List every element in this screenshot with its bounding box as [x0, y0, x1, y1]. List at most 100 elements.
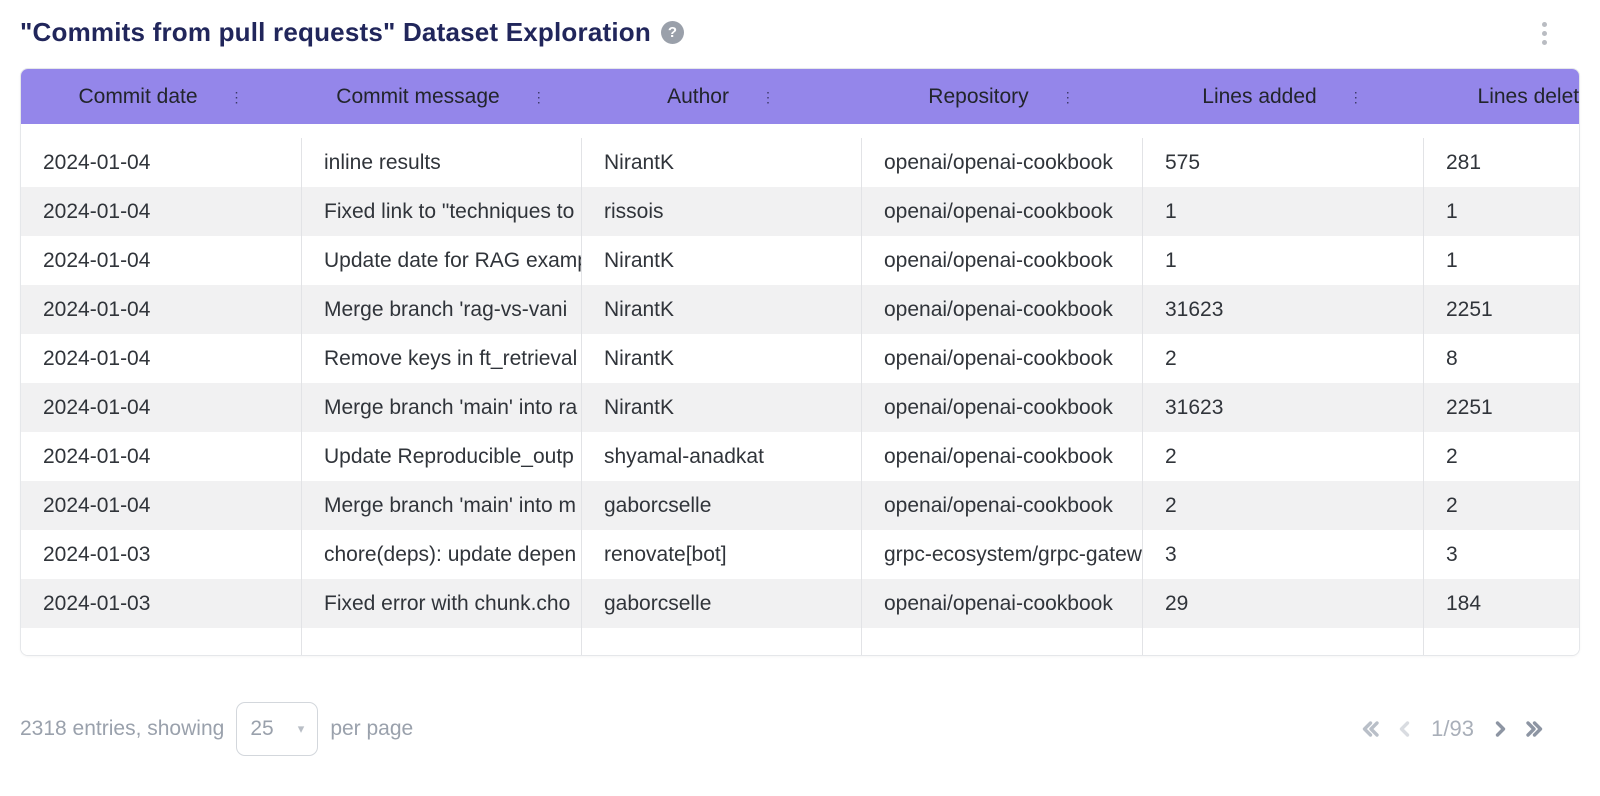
cell-author: renovate[bot] [581, 530, 861, 579]
chevron-down-icon: ▾ [297, 721, 305, 736]
cell-commit-message: Update Reproducible_outp [301, 432, 581, 481]
cell-lines-added: 2 [1142, 334, 1423, 383]
column-header-author[interactable]: Author ⋮ [581, 69, 861, 124]
column-label: Commit message [336, 84, 500, 108]
first-page-icon[interactable] [1357, 716, 1383, 742]
column-menu-icon[interactable]: ⋮ [760, 88, 775, 105]
table-row: 2024-01-04 Fixed link to "techniques to ri… [21, 187, 1579, 236]
cell-repository: openai/openai-cookbook [861, 187, 1142, 236]
column-menu-icon[interactable]: ⋮ [1348, 88, 1363, 105]
entries-summary: 2318 entries, showing 25 ▾ per page [20, 702, 413, 756]
previous-page-icon[interactable] [1392, 716, 1418, 742]
entries-count-text: 2318 entries, showing [20, 717, 225, 740]
table-row: 2024-01-03 Fixed error with chunk.cho gabo… [21, 579, 1579, 628]
cell-author: gaborcselle [581, 579, 861, 628]
column-header-lines-deleted[interactable]: Lines deleted⋮ [1423, 69, 1579, 124]
dataset-table: Commit date ⋮ Commit message ⋮ Author ⋮ Reposi… [20, 68, 1580, 656]
cell-lines-deleted: 184 [1423, 579, 1579, 628]
cell-commit-date: 2024-01-03 [21, 579, 301, 628]
cell-commit-message: Fixed error with chunk.cho [301, 579, 581, 628]
column-header-commit-date[interactable]: Commit date ⋮ [21, 69, 301, 124]
cell-author: NirantK [581, 285, 861, 334]
cell-commit-date: 2024-01-03 [21, 530, 301, 579]
cell-lines-deleted: 2 [1423, 432, 1579, 481]
cell-commit-message: inline results [301, 138, 581, 187]
cell-lines-added: 31623 [1142, 383, 1423, 432]
table-row: 2024-01-04 inline results NirantK openai/op… [21, 138, 1579, 187]
table-row: 2024-01-04 Remove keys in ft_retrieval Nir… [21, 334, 1579, 383]
column-header-lines-added[interactable]: Lines added ⋮ [1142, 69, 1423, 124]
cell-lines-deleted: 281 [1423, 138, 1579, 187]
cell-lines-added: 1 [1142, 236, 1423, 285]
cell-lines-added: 575 [1142, 138, 1423, 187]
table-row: 2024-01-04 Merge branch 'main' into ra Nir… [21, 383, 1579, 432]
column-menu-icon[interactable]: ⋮ [1060, 88, 1075, 105]
column-menu-icon[interactable]: ⋮ [531, 88, 546, 105]
cell-lines-deleted: 2251 [1423, 285, 1579, 334]
cell-author: shyamal-anadkat [581, 432, 861, 481]
cell-repository: openai/openai-cookbook [861, 334, 1142, 383]
cell-repository: openai/openai-cookbook [861, 138, 1142, 187]
column-label: Lines added [1202, 84, 1317, 108]
cell-commit-message: Update date for RAG examp [301, 236, 581, 285]
pagination: 1/93 [1357, 716, 1548, 742]
help-icon[interactable]: ? [660, 21, 684, 44]
cell-lines-added: 2 [1142, 481, 1423, 530]
cell-author: NirantK [581, 383, 861, 432]
cell-lines-deleted: 1 [1423, 187, 1579, 236]
cell-commit-date: 2024-01-04 [21, 383, 301, 432]
table-row: 2024-01-04 Merge branch 'main' into m gabo… [21, 481, 1579, 530]
per-page-label: per page [330, 717, 414, 740]
column-label: Commit date [78, 84, 198, 108]
page-size-value: 25 [250, 717, 274, 740]
cell-commit-message: Merge branch 'main' into ra [301, 383, 581, 432]
column-label: Author [667, 84, 729, 108]
column-label: Repository [928, 84, 1029, 108]
cell-author: NirantK [581, 138, 861, 187]
cell-lines-deleted: 2 [1423, 481, 1579, 530]
cell-author: NirantK [581, 334, 861, 383]
last-page-icon[interactable] [1522, 716, 1548, 742]
page-indicator: 1/93 [1431, 716, 1474, 741]
cell-lines-added: 3 [1142, 530, 1423, 579]
cell-lines-added: 29 [1142, 579, 1423, 628]
page-size-dropdown[interactable]: 25 ▾ [236, 702, 319, 756]
cell-commit-date: 2024-01-04 [21, 481, 301, 530]
cell-commit-message: Merge branch 'rag-vs-vani [301, 285, 581, 334]
cell-commit-message: Fixed link to "techniques to [301, 187, 581, 236]
cell-author: gaborcselle [581, 481, 861, 530]
next-page-icon[interactable] [1487, 716, 1513, 742]
page-header: "Commits from pull requests" Dataset Exp… [0, 0, 1600, 62]
table-row: 2024-01-04 Merge branch 'rag-vs-vani Niran… [21, 285, 1579, 334]
cell-author: rissois [581, 187, 861, 236]
cell-commit-date: 2024-01-04 [21, 187, 301, 236]
cell-lines-deleted: 1 [1423, 236, 1579, 285]
cell-repository: openai/openai-cookbook [861, 481, 1142, 530]
cell-commit-date: 2024-01-04 [21, 285, 301, 334]
column-header-commit-message[interactable]: Commit message ⋮ [301, 69, 581, 124]
cell-lines-deleted: 8 [1423, 334, 1579, 383]
page-title: "Commits from pull requests" Dataset Exp… [20, 17, 651, 47]
commits-table: Commit date ⋮ Commit message ⋮ Author ⋮ Reposi… [21, 69, 1579, 655]
cell-repository: openai/openai-cookbook [861, 432, 1142, 481]
kebab-menu-icon[interactable] [1539, 19, 1550, 48]
cell-lines-deleted: 3 [1423, 530, 1579, 579]
partial-row [21, 628, 1579, 655]
cell-author: NirantK [581, 236, 861, 285]
cell-repository: openai/openai-cookbook [861, 285, 1142, 334]
cell-commit-date: 2024-01-04 [21, 432, 301, 481]
cell-commit-message: Remove keys in ft_retrieval [301, 334, 581, 383]
header-row: Commit date ⋮ Commit message ⋮ Author ⋮ Reposi… [21, 69, 1579, 124]
table-row: 2024-01-04 Update Reproducible_outp shyama… [21, 432, 1579, 481]
cell-lines-deleted: 2251 [1423, 383, 1579, 432]
cell-repository: openai/openai-cookbook [861, 236, 1142, 285]
cell-repository: openai/openai-cookbook [861, 579, 1142, 628]
cell-commit-message: Merge branch 'main' into m [301, 481, 581, 530]
column-menu-icon[interactable]: ⋮ [229, 88, 244, 105]
cell-repository: grpc-ecosystem/grpc-gatew [861, 530, 1142, 579]
header-gap-row [21, 124, 1579, 138]
cell-lines-added: 31623 [1142, 285, 1423, 334]
cell-lines-added: 1 [1142, 187, 1423, 236]
column-header-repository[interactable]: Repository ⋮ [861, 69, 1142, 124]
cell-commit-date: 2024-01-04 [21, 334, 301, 383]
